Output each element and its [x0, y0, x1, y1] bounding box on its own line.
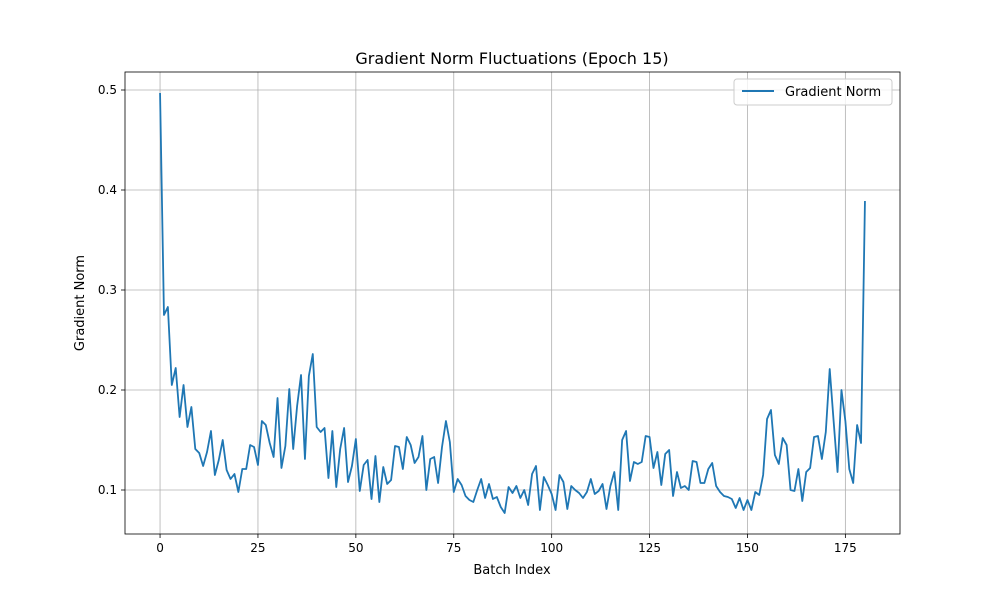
x-tick-label: 75 — [446, 541, 461, 555]
y-tick-label: 0.5 — [98, 83, 117, 97]
y-tick-label: 0.3 — [98, 283, 117, 297]
legend-box — [733, 78, 893, 106]
plot-frame — [124, 71, 901, 535]
series-line-gradient-norm — [159, 92, 866, 514]
series-layer — [159, 92, 866, 514]
legend: Gradient Norm — [733, 78, 893, 106]
x-tick-label: 175 — [834, 541, 857, 555]
legend-label-gradient-norm: Gradient Norm — [785, 85, 881, 100]
x-axis: 0 25 50 75 100 125 150 175 — [156, 534, 857, 555]
y-axis-label: Gradient Norm — [73, 255, 88, 351]
y-tick-label: 0.2 — [98, 383, 117, 397]
x-tick-label: 100 — [540, 541, 563, 555]
x-tick-label: 0 — [156, 541, 164, 555]
grid — [125, 72, 900, 534]
x-tick-label: 150 — [736, 541, 759, 555]
y-tick-label: 0.4 — [98, 183, 117, 197]
x-tick-label: 25 — [250, 541, 265, 555]
x-axis-label: Batch Index — [473, 563, 551, 578]
chart-title: Gradient Norm Fluctuations (Epoch 15) — [355, 49, 668, 68]
y-tick-label: 0.1 — [98, 483, 117, 497]
x-tick-label: 125 — [638, 541, 661, 555]
x-tick-label: 50 — [348, 541, 363, 555]
y-axis: 0.1 0.2 0.3 0.4 0.5 — [98, 83, 125, 497]
